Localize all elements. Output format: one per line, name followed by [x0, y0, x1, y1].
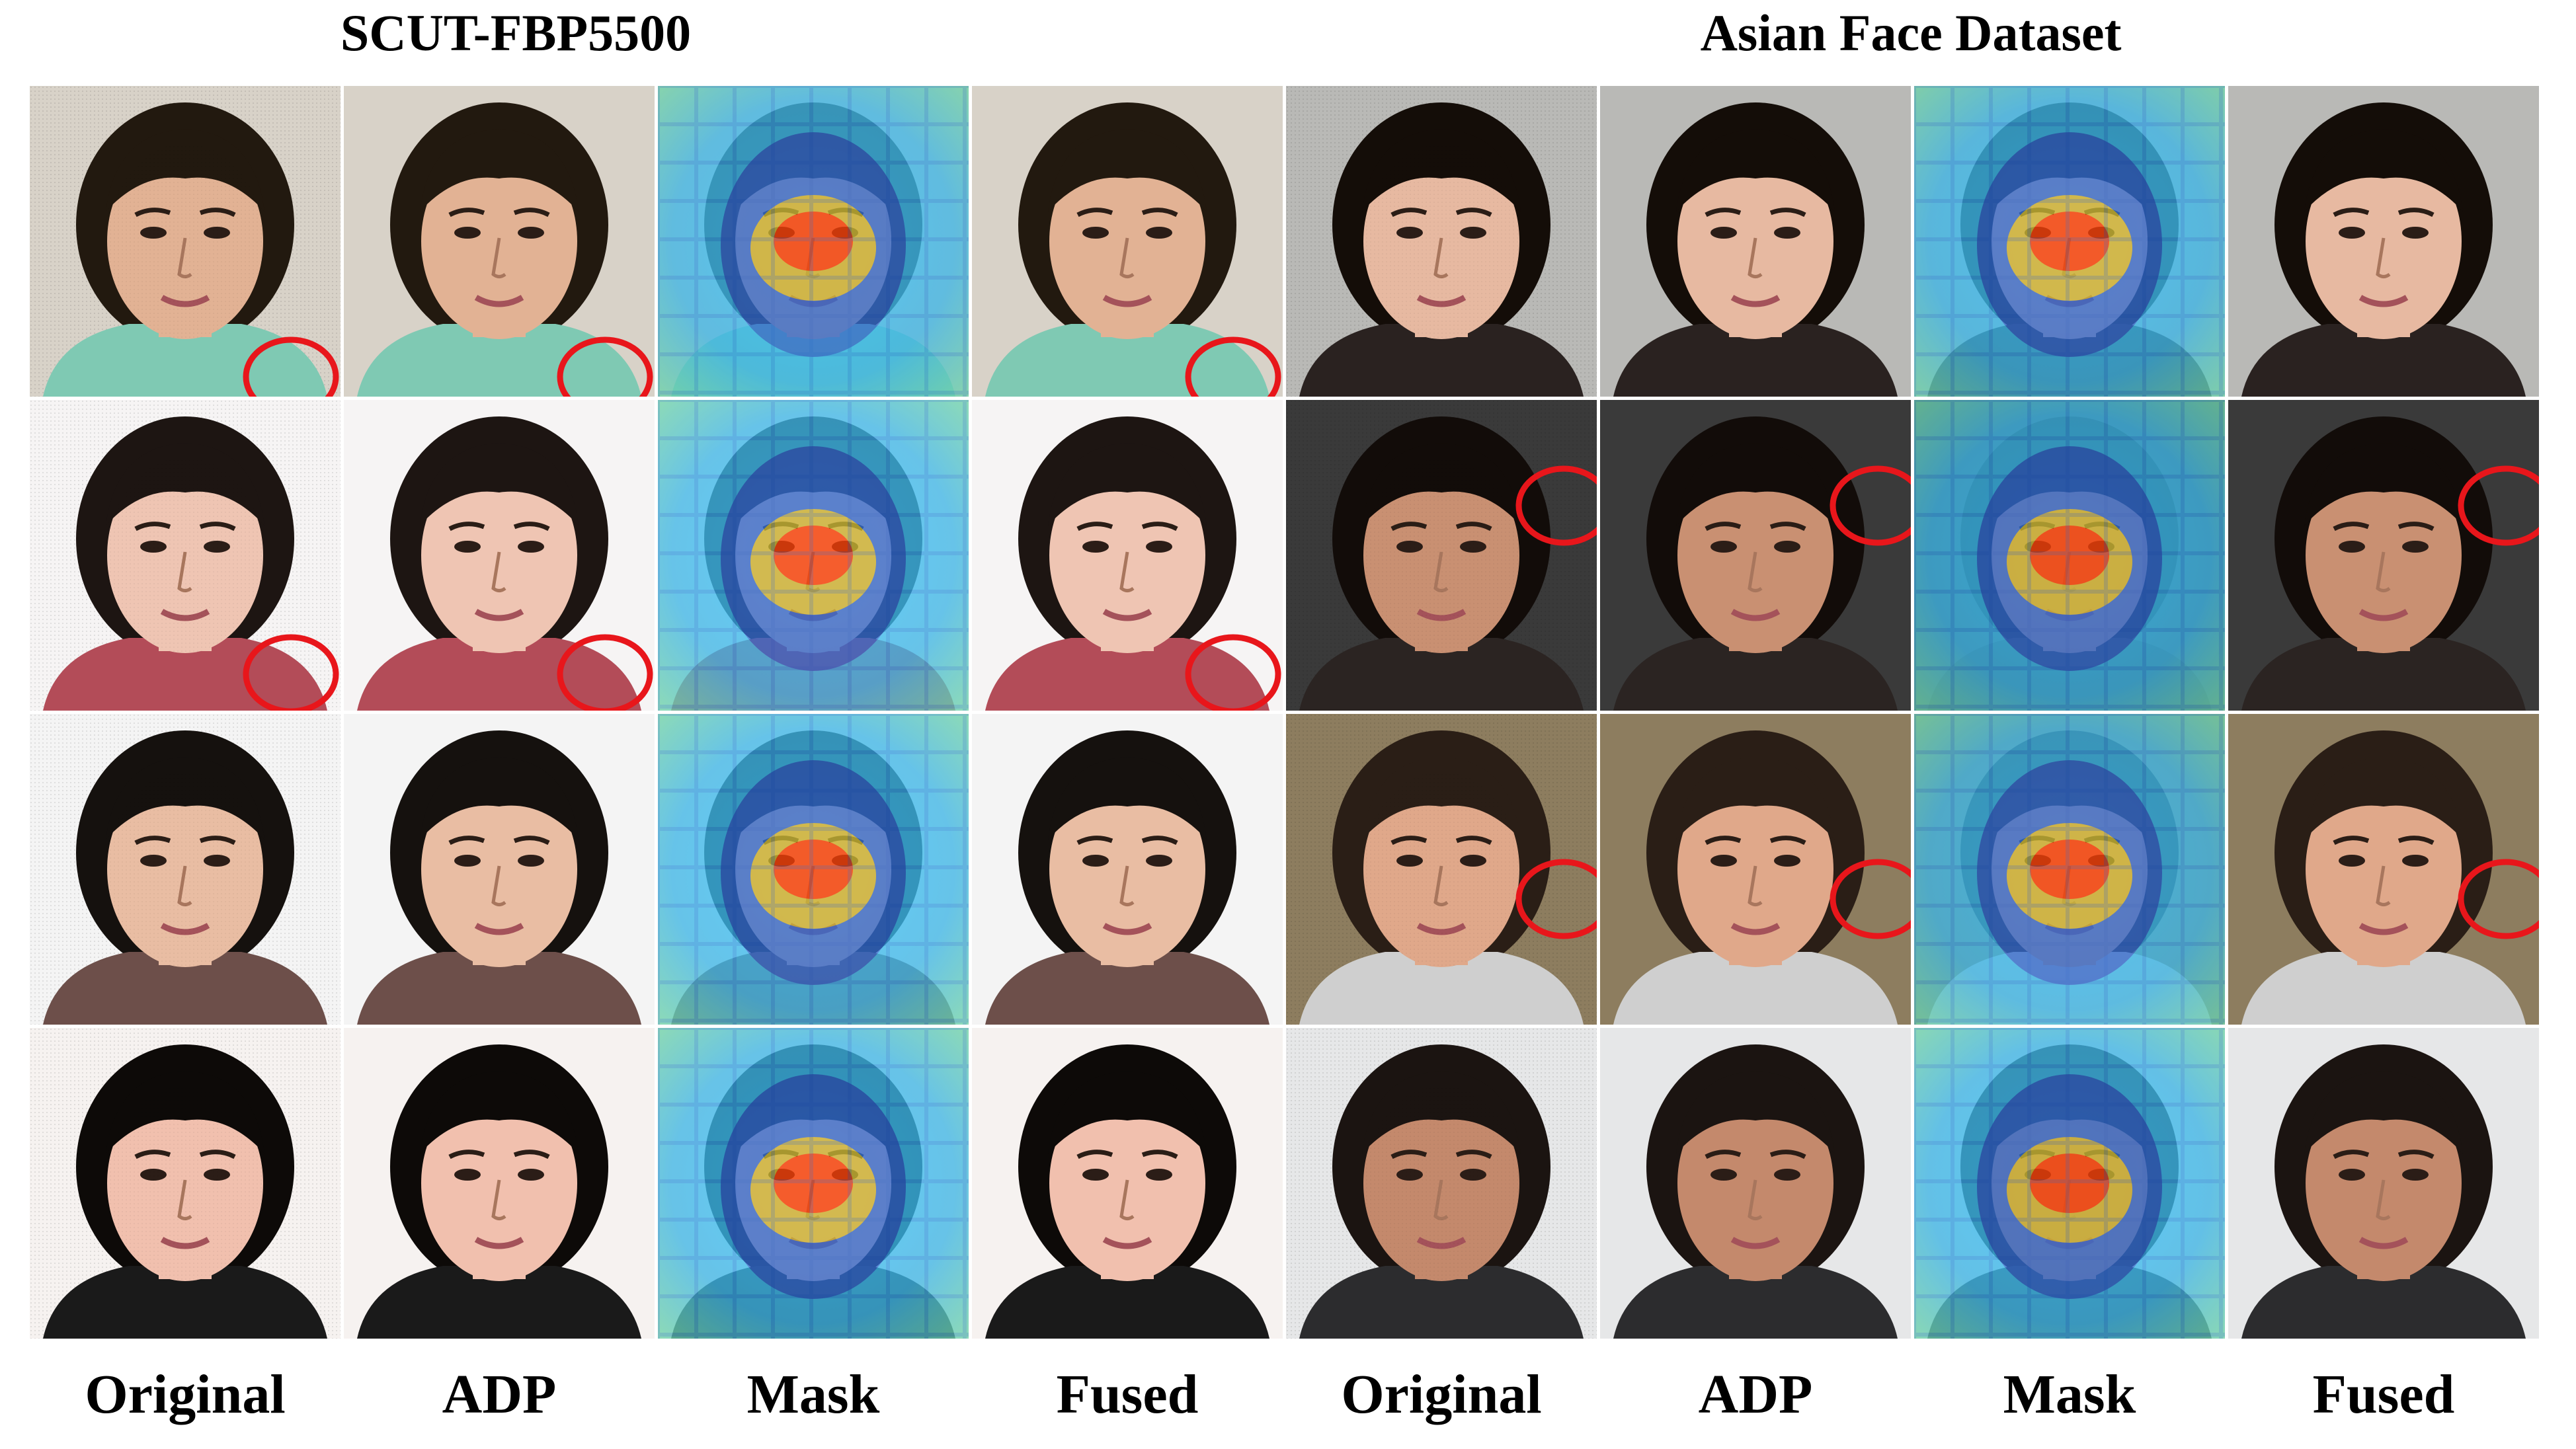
- left-row3-original-image: [30, 714, 341, 1025]
- highlight-circle: [1830, 859, 1911, 939]
- left-row2-original-image: [30, 400, 341, 711]
- right-row4-adp-image: [1600, 1028, 1911, 1339]
- right-row4-mask-image: [1914, 1028, 2225, 1339]
- left-row3-fused-image: [972, 714, 1283, 1025]
- right-col-label-fused: Fused: [2312, 1364, 2455, 1425]
- left-col-label-adp: ADP: [442, 1364, 557, 1425]
- left-row2-adp-image: [344, 400, 655, 711]
- left-row2-mask-image: [658, 400, 969, 711]
- right-row2-adp-image: [1600, 400, 1911, 711]
- left-col-label-original: Original: [85, 1364, 286, 1425]
- left-row2-fused-image: [972, 400, 1283, 711]
- highlight-circle: [1515, 859, 1597, 939]
- left-row4-adp-image: [344, 1028, 655, 1339]
- highlight-circle: [1515, 465, 1597, 546]
- right-row3-mask-image: [1914, 714, 2225, 1025]
- left-row3-adp-image: [344, 714, 655, 1025]
- image-grid: [0, 79, 2576, 1349]
- right-row2-fused-image: [2228, 400, 2539, 711]
- left-row3-mask-image: [658, 714, 969, 1025]
- right-row3-adp-image: [1600, 714, 1911, 1025]
- right-row4-fused-image: [2228, 1028, 2539, 1339]
- right-row2-mask-image: [1914, 400, 2225, 711]
- left-row1-mask-image: [658, 86, 969, 397]
- left-row4-original-image: [30, 1028, 341, 1339]
- highlight-circle: [243, 634, 339, 711]
- highlight-circle: [243, 336, 339, 397]
- right-row1-original-image: [1286, 86, 1597, 397]
- left-dataset-title: SCUT-FBP5500: [340, 4, 692, 61]
- left-row4-mask-image: [658, 1028, 969, 1339]
- right-row1-fused-image: [2228, 86, 2539, 397]
- right-row1-mask-image: [1914, 86, 2225, 397]
- right-col-label-mask: Mask: [2003, 1364, 2136, 1425]
- left-row1-fused-image: [972, 86, 1283, 397]
- highlight-circle: [557, 634, 653, 711]
- highlight-circle: [1185, 336, 1281, 397]
- highlight-circle: [1185, 634, 1281, 711]
- highlight-circle: [1830, 465, 1911, 546]
- left-col-label-fused: Fused: [1056, 1364, 1199, 1425]
- right-row3-original-image: [1286, 714, 1597, 1025]
- left-row1-adp-image: [344, 86, 655, 397]
- highlight-circle: [2458, 859, 2539, 939]
- left-col-label-mask: Mask: [746, 1364, 880, 1425]
- right-col-label-adp: ADP: [1698, 1364, 1813, 1425]
- right-row2-original-image: [1286, 400, 1597, 711]
- right-col-label-original: Original: [1341, 1364, 1542, 1425]
- left-row4-fused-image: [972, 1028, 1283, 1339]
- right-row3-fused-image: [2228, 714, 2539, 1025]
- right-dataset-title: Asian Face Dataset: [1700, 4, 2122, 61]
- highlight-circle: [2458, 465, 2539, 546]
- right-row4-original-image: [1286, 1028, 1597, 1339]
- right-row1-adp-image: [1600, 86, 1911, 397]
- highlight-circle: [557, 336, 653, 397]
- left-row1-original-image: [30, 86, 341, 397]
